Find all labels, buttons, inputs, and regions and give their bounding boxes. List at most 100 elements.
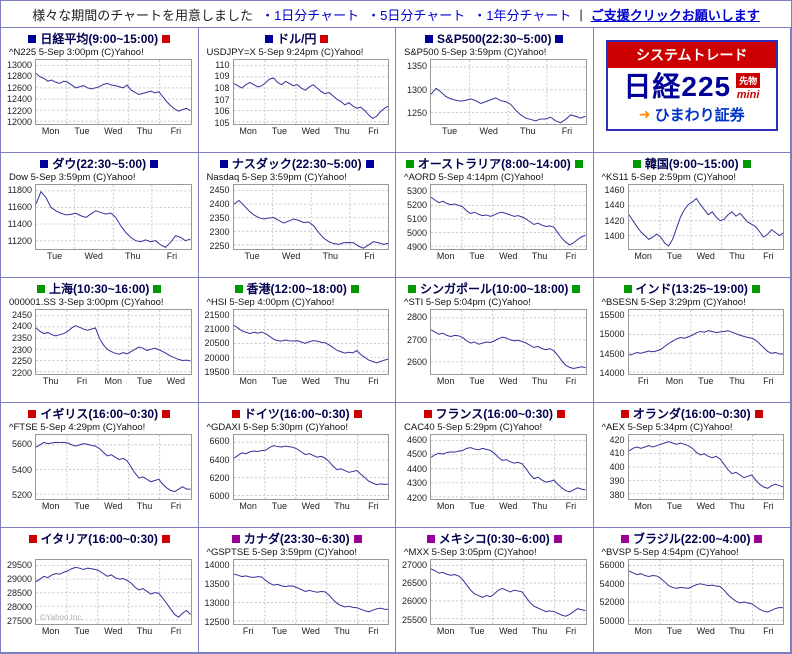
y-tick-label: 13000	[6, 59, 32, 70]
chart-cell-india: インド(13:25~19:00) ^BSESN 5-Sep 3:29pm (C)…	[593, 278, 791, 403]
x-day-label: Thu	[42, 376, 59, 386]
mini-chart-link[interactable]: ^MXX 5-Sep 3:05pm (C)Yahoo! 27000 26500 26…	[396, 546, 593, 637]
left-status-square	[425, 34, 434, 43]
x-day-label: Tue	[469, 376, 485, 386]
x-day-label: Thu	[334, 626, 350, 636]
ad-cell[interactable]: システムトレード 日経225 先物 mini ➜ ひまわり証券	[593, 28, 791, 153]
ad-banner[interactable]: システムトレード 日経225 先物 mini ➜ ひまわり証券	[605, 40, 778, 131]
mini-chart-link[interactable]: USDJPY=X 5-Sep 9:24pm (C)Yahoo! 110 109 10…	[199, 46, 396, 137]
x-day-label: Tue	[74, 626, 90, 636]
mini-chart-link[interactable]: ^AEX 5-Sep 5:34pm (C)Yahoo! 420 410 400 390…	[594, 421, 791, 512]
x-day-label: Fri	[763, 501, 774, 511]
y-tick-label: 26000	[401, 596, 427, 607]
chart-svg	[233, 435, 388, 499]
x-day-label: Fri	[242, 626, 254, 636]
plot-area	[430, 559, 587, 625]
x-day-label: Tue	[74, 501, 90, 511]
y-tick-label: 420	[609, 434, 625, 445]
mini-chart-link[interactable]: Dow 5-Sep 3:59pm (C)Yahoo! 11800 11600 114…	[1, 171, 198, 262]
x-day-label: Tue	[666, 626, 683, 636]
chart-subtitle: ^MXX 5-Sep 3:05pm (C)Yahoo!	[404, 547, 537, 558]
mini-chart-link[interactable]: 000001.SS 3-Sep 3:00pm (C)Yahoo! 2450 240…	[1, 296, 198, 387]
link-5day-chart[interactable]: ・5日分チャート	[367, 7, 466, 23]
mini-chart-link[interactable]: ^HSI 5-Sep 4:00pm (C)Yahoo! 21500 21000 20…	[199, 296, 396, 387]
ad-headline[interactable]: システムトレード	[607, 42, 776, 68]
right-status-square	[574, 159, 583, 168]
x-day-label: Thu	[531, 626, 548, 636]
chart-cell-hongkong: 香港(12:00~18:00) ^HSI 5-Sep 4:00pm (C)Yah…	[198, 278, 396, 403]
chart-subtitle: ^AEX 5-Sep 5:34pm (C)Yahoo!	[601, 422, 733, 433]
y-tick-label: 107	[214, 94, 230, 105]
ad-company-name[interactable]: ひまわり証券	[654, 107, 745, 124]
ad-nikkei225-text[interactable]: 日経225	[623, 71, 732, 102]
ad-futures-tag: 先物	[736, 73, 761, 88]
mini-chart-link[interactable]: ^AORD 5-Sep 4:14pm (C)Yahoo! 5300 5200 510…	[396, 171, 593, 262]
chart-subtitle: ^GSPTSE 5-Sep 3:59pm (C)Yahoo!	[206, 547, 358, 558]
y-tick-label: 2600	[406, 357, 427, 368]
x-day-label: Fri	[763, 251, 774, 261]
x-day-label: Wed	[479, 126, 498, 136]
market-title: イタリア(16:00~0:30)	[40, 532, 158, 546]
plot-area	[35, 184, 192, 250]
mini-chart-link[interactable]: 29500 29000 28500 28000 27500 ©Yahoo Inc. Mo…	[1, 546, 198, 637]
chart-svg	[431, 435, 586, 499]
chart-cell-uk: イギリス(16:00~0:30) ^FTSE 5-Sep 4:29pm (C)Y…	[1, 403, 199, 528]
mini-chart-link[interactable]: ^GDAXI 5-Sep 5:30pm (C)Yahoo! 6600 6400 62…	[199, 421, 396, 512]
x-axis-labels: Mon Tue Wed Thu Fri	[430, 625, 587, 637]
mini-chart-link[interactable]: CAC40 5-Sep 5:29pm (C)Yahoo! 4600 4500 440…	[396, 421, 593, 512]
x-day-label: Fri	[76, 376, 88, 386]
x-day-label: Wed	[499, 501, 518, 511]
left-status-square	[623, 284, 632, 293]
x-axis-spacer	[3, 625, 35, 637]
mini-chart-link[interactable]: ^FTSE 5-Sep 4:29pm (C)Yahoo! 5600 5400 520…	[1, 421, 198, 512]
x-day-label: Mon	[239, 126, 257, 136]
y-tick-label: 27500	[6, 615, 32, 626]
y-tick-label: 54000	[599, 578, 625, 589]
link-1day-chart[interactable]: ・1日分チャート	[261, 7, 360, 23]
y-tick-label: 5300	[406, 186, 427, 197]
mini-chart-link[interactable]: ^GSPTSE 5-Sep 3:59pm (C)Yahoo! 14000 1350…	[199, 546, 396, 637]
left-status-square	[37, 284, 46, 293]
y-tick-label: 50000	[599, 616, 625, 627]
x-axis-spacer	[398, 375, 430, 387]
mini-chart-link[interactable]: ^BVSP 5-Sep 4:54pm (C)Yahoo! 56000 54000 5…	[594, 546, 791, 637]
chart-svg	[233, 310, 388, 374]
mini-chart-link[interactable]: ^KS11 5-Sep 2:59pm (C)Yahoo! 1460 1440 142…	[594, 171, 791, 262]
y-tick-label: 20500	[204, 338, 230, 349]
chart-cell-italy: イタリア(16:00~0:30) 29500 29000 28500 28000 275…	[1, 528, 199, 653]
x-day-label: Thu	[531, 251, 548, 261]
x-axis-labels: Mon Tue Wed Thu Fri	[430, 375, 587, 387]
chart-cell-germany: ドイツ(16:00~0:30) ^GDAXI 5-Sep 5:30pm (C)Y…	[198, 403, 396, 528]
y-axis-labels: 29500 29000 28500 28000 27500	[3, 559, 35, 625]
chart-cell-title: 香港(12:00~18:00)	[199, 278, 396, 296]
x-day-label: Fri	[368, 626, 379, 636]
y-axis-labels: 6600 6400 6200 6000	[201, 434, 233, 501]
right-status-square	[153, 284, 162, 293]
link-1year-chart[interactable]: ・1年分チャート	[473, 7, 572, 23]
y-tick-label: 52000	[599, 597, 625, 608]
mini-chart-link[interactable]: ^BSESN 5-Sep 3:29pm (C)Yahoo! 15500 15000…	[594, 296, 791, 387]
x-day-label: Tue	[698, 376, 714, 386]
support-link[interactable]: ご支援クリックお願いします	[590, 7, 760, 23]
market-title: イギリス(16:00~0:30)	[40, 407, 159, 421]
y-tick-label: 56000	[599, 559, 625, 570]
mini-chart-link[interactable]: ^N225 5-Sep 3:00pm (C)Yahoo! 13000 12800 1…	[1, 46, 198, 137]
chart-svg	[628, 310, 783, 374]
x-day-label: Fri	[368, 376, 379, 386]
chart-svg	[431, 185, 586, 249]
mini-chart-link[interactable]: ^STI 5-Sep 5:04pm (C)Yahoo! 2800 2700 2600…	[396, 296, 593, 387]
x-day-label: Mon	[104, 376, 123, 386]
y-tick-label: 28000	[6, 601, 32, 612]
chart-cell-title: 上海(10:30~16:00)	[1, 278, 198, 296]
chart-subtitle: S&P500 5-Sep 3:59pm (C)Yahoo!	[404, 47, 547, 58]
y-axis-labels: 420 410 400 390 380	[596, 434, 628, 500]
y-tick-label: 5000	[406, 228, 427, 239]
chart-svg	[628, 435, 783, 499]
y-tick-label: 19500	[204, 367, 230, 378]
y-tick-label: 4900	[406, 242, 427, 253]
mini-chart-link[interactable]: Nasdaq 5-Sep 3:59pm (C)Yahoo! 2450 2400 23…	[199, 171, 396, 262]
y-tick-label: 2300	[11, 344, 32, 355]
x-axis-spacer	[398, 125, 430, 137]
mini-chart-link[interactable]: S&P500 5-Sep 3:59pm (C)Yahoo! 1350 1300 12…	[396, 46, 593, 137]
y-axis-labels: 1350 1300 1250	[398, 59, 430, 125]
